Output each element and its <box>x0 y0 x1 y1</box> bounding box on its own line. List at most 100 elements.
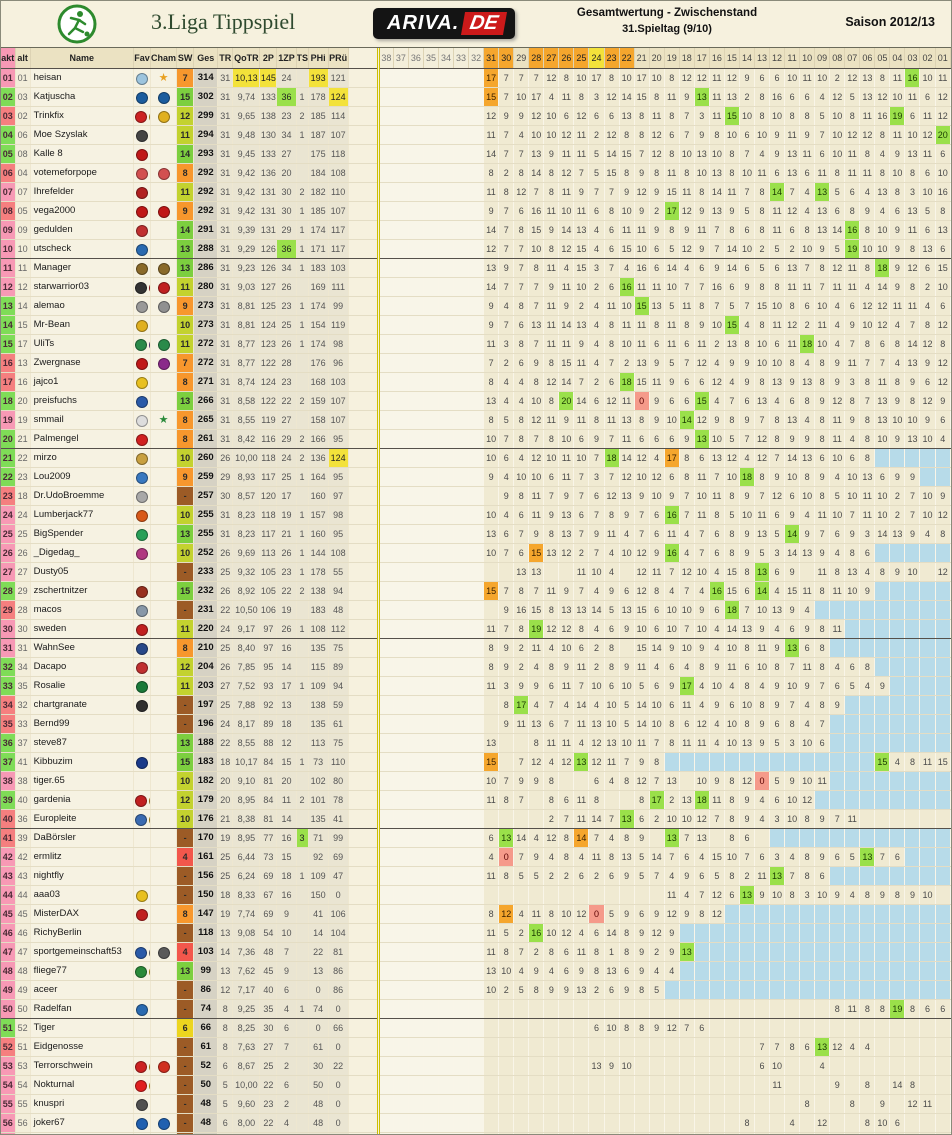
matchday-score <box>874 866 891 886</box>
matchday-score: 6 <box>558 942 575 962</box>
player-name-link[interactable]: zschertnitzer <box>30 581 134 601</box>
player-name-link[interactable]: Rosalie <box>30 676 134 696</box>
player-name-link[interactable]: BigSpender <box>30 524 134 544</box>
player-name-link[interactable]: Kibbuzim <box>30 752 134 772</box>
sw-value: 12 <box>176 790 195 810</box>
matchday-score: 9 <box>904 885 921 905</box>
player-name-link[interactable]: alemao <box>30 296 134 316</box>
player-name-link[interactable]: aaa03 <box>30 885 134 905</box>
player-name-link[interactable]: starwarrior03 <box>30 277 134 297</box>
matchday-score: 9 <box>558 410 575 430</box>
matchday-score: 8 <box>724 410 740 430</box>
player-name-link[interactable]: heisan <box>30 68 134 88</box>
player-name-link[interactable]: vega2000 <box>30 201 134 221</box>
matchday-score: 9 <box>498 657 515 677</box>
player-name-link[interactable]: Lou2009 <box>30 467 134 487</box>
col-header-name: Name <box>30 48 134 69</box>
points-first-half: 166 <box>308 429 329 449</box>
matchday-score <box>588 999 605 1019</box>
player-name-link[interactable]: MisterDAX <box>30 904 134 924</box>
player-name-link[interactable]: Mr-Bean <box>30 315 134 335</box>
matchday-score <box>694 942 710 962</box>
player-name-link[interactable]: joker67 <box>30 1113 134 1133</box>
player-name-link[interactable]: Bernd99 <box>30 714 134 734</box>
player-name-link[interactable]: Radelfan <box>30 999 134 1019</box>
matchday-score <box>904 619 921 639</box>
player-name-link[interactable]: preisfuchs <box>30 391 134 411</box>
points-per-round: 6,24 <box>232 866 261 886</box>
player-name-link[interactable]: Tiger <box>30 1018 134 1038</box>
player-name-link[interactable]: Trinkfix <box>30 106 134 126</box>
player-name-link[interactable]: votemeforpope <box>30 163 134 183</box>
player-name-link[interactable]: Europleite <box>30 809 134 829</box>
player-name-link[interactable]: Dacapo <box>30 657 134 677</box>
player-name-link[interactable]: Kalle 8 <box>30 144 134 164</box>
player-name-link[interactable]: _Digedag_ <box>30 543 134 563</box>
player-name-link[interactable]: Katjuscha <box>30 87 134 107</box>
player-name-link[interactable]: steve87 <box>30 733 134 753</box>
player-name-link[interactable]: DaBörsler <box>30 828 134 848</box>
player-row: 39 40 gardenia 12 179 20 8,95 84 11 2 101 78 11 8 7 8 6 1… <box>1 790 951 810</box>
player-name-link[interactable]: Ihrefelder <box>30 182 134 202</box>
points-second-half: 107 <box>328 201 349 221</box>
player-name-link[interactable]: UliTs <box>30 334 134 354</box>
player-name-link[interactable]: macos <box>30 600 134 620</box>
points-per-round: 8,74 <box>232 372 261 392</box>
player-name-link[interactable]: Moe Szyslak <box>30 125 134 145</box>
player-name-link[interactable]: chartgranate <box>30 695 134 715</box>
player-name-link[interactable]: fliege77 <box>30 961 134 981</box>
sw-value: 10 <box>176 809 195 829</box>
player-name-link[interactable]: AKKA <box>30 1132 134 1134</box>
matchday-score-future <box>408 695 424 715</box>
matchday-score-future <box>423 277 439 297</box>
sw-value: 13 <box>176 733 195 753</box>
matchday-score <box>874 942 891 962</box>
player-name-link[interactable]: Lumberjack77 <box>30 505 134 525</box>
matchday-score: 13 <box>709 163 725 183</box>
player-name-link[interactable]: RichyBerlin <box>30 923 134 943</box>
player-name-link[interactable]: utscheck <box>30 239 134 259</box>
player-name-link[interactable]: Dr.UdoBroemme <box>30 486 134 506</box>
player-name-link[interactable]: Manager <box>30 258 134 278</box>
player-name-link[interactable]: mirzo <box>30 448 134 468</box>
player-name-link[interactable]: knuspri <box>30 1094 134 1114</box>
player-name-link[interactable]: smmail <box>30 410 134 430</box>
matchday-score: 5 <box>604 600 620 620</box>
player-name-link[interactable]: ermlitz <box>30 847 134 867</box>
player-name-link[interactable]: gardenia <box>30 790 134 810</box>
player-name-link[interactable]: Eidgenosse <box>30 1037 134 1057</box>
player-name-link[interactable]: Nokturnal <box>30 1075 134 1095</box>
player-row: 08 05 vega2000 9 292 31 9,42 131 30 1 185 107 9 7 6 16 1… <box>1 201 951 221</box>
points-second-half: 97 <box>328 486 349 506</box>
player-name-link[interactable]: nightfly <box>30 866 134 886</box>
matchday-score <box>829 1132 846 1134</box>
matchday-score <box>919 695 936 715</box>
matchday-score: 9 <box>784 771 801 791</box>
player-name-link[interactable]: Dusty05 <box>30 562 134 582</box>
page-header: 3.Liga Tippspiel ARIVA. DE Gesamtwertung… <box>1 1 951 48</box>
matchday-score: 9 <box>694 315 710 335</box>
player-name-link[interactable]: aceer <box>30 980 134 1000</box>
points-first-half: 102 <box>308 771 329 791</box>
player-name-link[interactable]: Palmengel <box>30 429 134 449</box>
player-name-link[interactable]: sportgemeinschaft53 <box>30 942 134 962</box>
player-name-link[interactable]: Zwergnase <box>30 353 134 373</box>
matchday-score: 0 <box>588 904 605 924</box>
player-name-link[interactable]: Terrorschwein <box>30 1056 134 1076</box>
player-name-link[interactable]: sweden <box>30 619 134 639</box>
matchday-score-future <box>468 182 485 202</box>
matchday-score-future <box>378 828 394 848</box>
matchday-score-future <box>453 391 470 411</box>
matchday-score-future <box>438 657 455 677</box>
player-name-link[interactable]: gedulden <box>30 220 134 240</box>
matchday-score: 7 <box>528 429 545 449</box>
matchday-score <box>513 1132 530 1134</box>
ariva-logo[interactable]: ARIVA. DE <box>373 8 516 39</box>
player-name-link[interactable]: WahnSee <box>30 638 134 658</box>
matchday-score <box>528 1018 545 1038</box>
fav-team-icons <box>133 467 152 487</box>
player-name-link[interactable]: jajco1 <box>30 372 134 392</box>
total-points: 266 <box>193 391 219 411</box>
stat-1zp: 20 <box>276 163 297 183</box>
player-name-link[interactable]: tiger.65 <box>30 771 134 791</box>
